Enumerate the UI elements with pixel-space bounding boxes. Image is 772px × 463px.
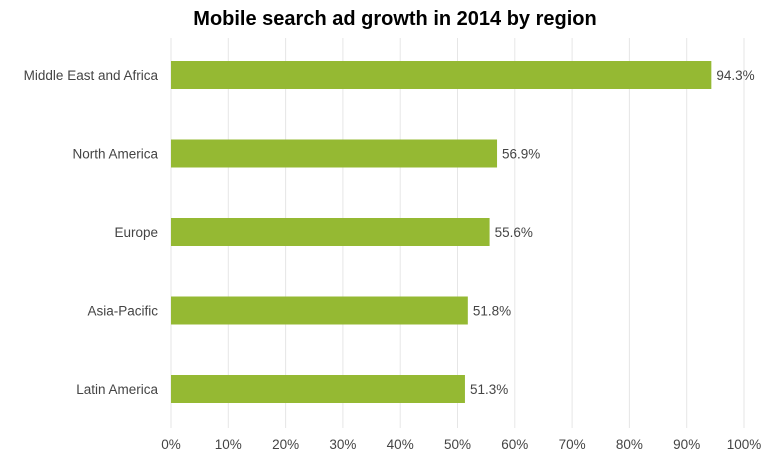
data-label: 55.6% — [495, 225, 533, 240]
x-tick-label: 10% — [215, 437, 242, 452]
bar — [171, 296, 468, 325]
x-tick-label: 30% — [329, 437, 356, 452]
x-tick-label: 80% — [616, 437, 643, 452]
bar — [171, 375, 465, 403]
bar — [171, 61, 712, 89]
x-tick-label: 70% — [559, 437, 586, 452]
data-label: 56.9% — [502, 147, 540, 162]
category-label: Middle East and Africa — [24, 68, 159, 83]
x-tick-label: 0% — [161, 437, 181, 452]
category-label: Latin America — [76, 382, 158, 397]
x-tick-label: 20% — [272, 437, 299, 452]
data-label: 51.8% — [473, 304, 511, 319]
x-tick-label: 90% — [673, 437, 700, 452]
category-label: Asia-Pacific — [87, 304, 158, 319]
x-tick-label: 60% — [501, 437, 528, 452]
data-label: 94.3% — [716, 68, 754, 83]
x-tick-label: 40% — [387, 437, 414, 452]
x-tick-label: 50% — [444, 437, 471, 452]
x-tick-label: 100% — [727, 437, 762, 452]
chart-title: Mobile search ad growth in 2014 by regio… — [193, 8, 597, 30]
category-label: North America — [72, 147, 158, 162]
category-label: Europe — [114, 225, 158, 240]
bar — [171, 139, 498, 168]
bar — [171, 218, 490, 246]
data-label: 51.3% — [470, 382, 508, 397]
